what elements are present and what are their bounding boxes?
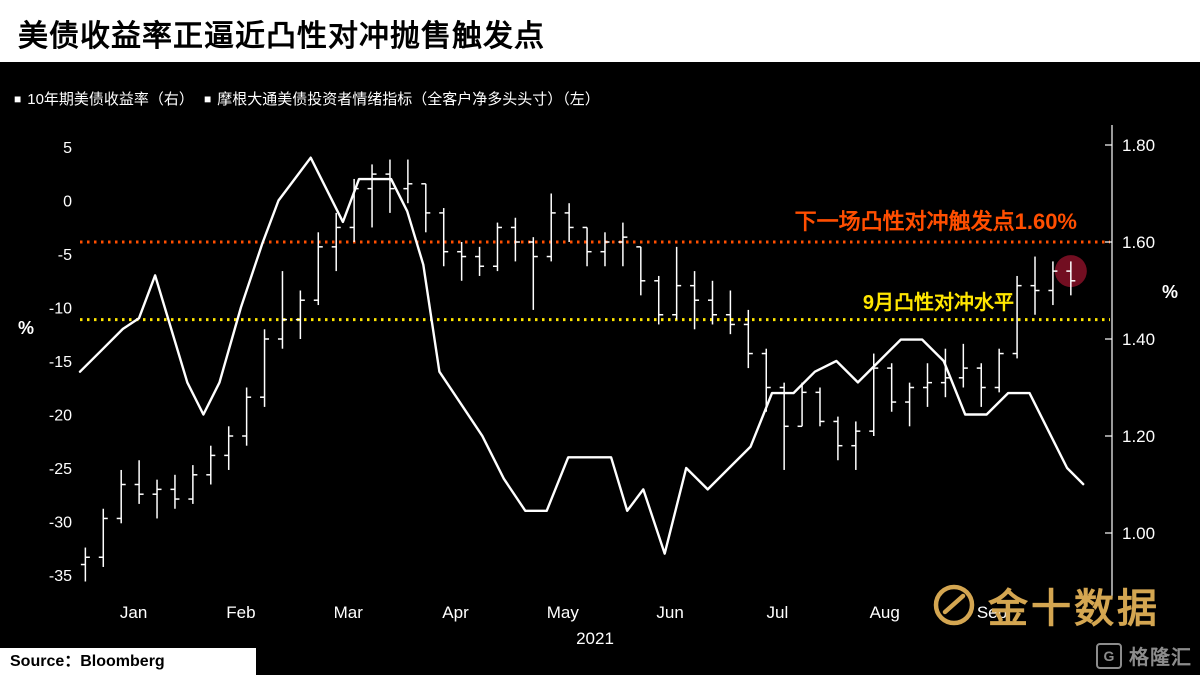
- svg-text:2021: 2021: [576, 629, 614, 648]
- svg-text:-25: -25: [49, 461, 72, 478]
- right-axis-unit: %: [1161, 282, 1178, 302]
- chart-header: 美债收益率正逼近凸性对冲抛售触发点: [0, 0, 1200, 62]
- legend-item-sentiment: ■ 摩根大通美债投资者情绪指标（全客户净多头头寸）（左）: [204, 88, 600, 109]
- svg-text:0: 0: [63, 194, 72, 211]
- svg-text:1.00: 1.00: [1122, 524, 1155, 543]
- svg-text:Mar: Mar: [334, 603, 364, 622]
- legend-item-yield: ■ 10年期美债收益率（右）: [14, 88, 194, 109]
- svg-text:-15: -15: [49, 354, 72, 371]
- september-annotation: 9月凸性对冲水平: [862, 292, 1014, 314]
- svg-text:Jul: Jul: [767, 603, 789, 622]
- legend-label-sentiment: 摩根大通美债投资者情绪指标（全客户净多头头寸）（左）: [217, 91, 600, 108]
- svg-text:1.80: 1.80: [1122, 136, 1155, 155]
- legend-label-yield: 10年期美债收益率（右）: [27, 91, 194, 108]
- svg-text:May: May: [547, 603, 580, 622]
- gelonghui-watermark-text: 格隆汇: [1129, 647, 1192, 669]
- legend-swatch-yield-icon: ■: [14, 92, 22, 106]
- svg-text:Aug: Aug: [870, 603, 900, 622]
- svg-text:5: 5: [63, 140, 72, 157]
- svg-text:-20: -20: [49, 408, 72, 425]
- jin10-watermark: 金十数据: [930, 576, 1160, 634]
- svg-text:1.20: 1.20: [1122, 427, 1155, 446]
- svg-text:1.40: 1.40: [1122, 330, 1155, 349]
- svg-text:Jun: Jun: [656, 603, 683, 622]
- gelonghui-logo-icon: G: [1096, 642, 1122, 669]
- svg-text:-30: -30: [49, 515, 72, 532]
- svg-text:Sep: Sep: [977, 603, 1007, 622]
- chart-title: 美债收益率正逼近凸性对冲抛售触发点: [18, 20, 545, 53]
- svg-text:Feb: Feb: [226, 603, 255, 622]
- svg-text:-35: -35: [49, 568, 72, 585]
- jin10-watermark-text: 金十数据: [988, 587, 1160, 631]
- source-credit: Source：Bloomberg: [0, 648, 256, 675]
- trigger-annotation: 下一场凸性对冲触发点1.60%: [794, 209, 1077, 234]
- svg-text:Apr: Apr: [442, 603, 469, 622]
- jin10-logo-icon: [933, 584, 975, 626]
- svg-text:-5: -5: [58, 247, 72, 264]
- svg-text:Jan: Jan: [120, 603, 147, 622]
- left-axis-unit: %: [18, 318, 35, 338]
- svg-text:1.60: 1.60: [1122, 233, 1155, 252]
- svg-text:-10: -10: [49, 301, 72, 318]
- gelonghui-watermark: G 格隆汇: [1096, 641, 1192, 670]
- legend-swatch-sentiment-icon: ■: [203, 92, 212, 106]
- chart-legend: ■ 10年期美债收益率（右） ■ 摩根大通美债投资者情绪指标（全客户净多头头寸）（左…: [14, 88, 600, 109]
